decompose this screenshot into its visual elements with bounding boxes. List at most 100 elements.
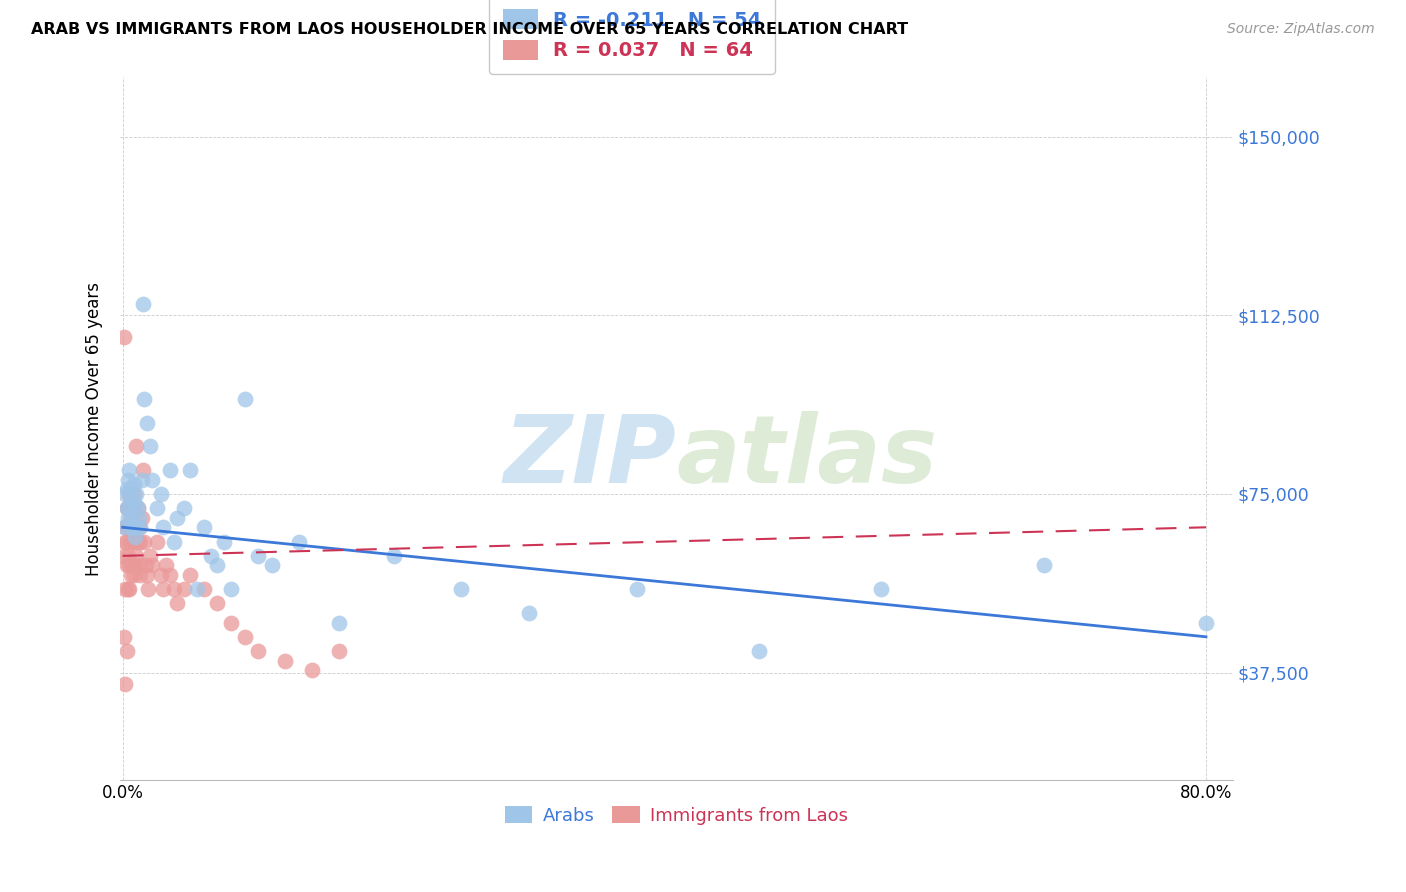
Point	[233, 392, 256, 406]
Point	[129, 568, 152, 582]
Point	[131, 510, 153, 524]
Point	[118, 501, 141, 516]
Point	[127, 534, 149, 549]
Point	[118, 520, 141, 534]
Point	[173, 501, 195, 516]
Point	[121, 491, 143, 506]
Point	[179, 568, 201, 582]
Point	[145, 501, 167, 516]
Point	[114, 487, 136, 501]
Point	[120, 568, 142, 582]
Point	[134, 392, 156, 406]
Point	[149, 487, 172, 501]
Point	[163, 534, 186, 549]
Point	[121, 501, 143, 516]
Point	[247, 549, 270, 563]
Point	[274, 654, 297, 668]
Point	[219, 582, 242, 597]
Point	[120, 534, 142, 549]
Point	[328, 644, 350, 658]
Point	[128, 520, 150, 534]
Point	[139, 549, 162, 563]
Point	[136, 568, 159, 582]
Point	[122, 520, 145, 534]
Point	[115, 558, 138, 573]
Point	[114, 534, 136, 549]
Point	[134, 534, 156, 549]
Point	[120, 510, 142, 524]
Point	[131, 473, 153, 487]
Point	[173, 582, 195, 597]
Point	[145, 534, 167, 549]
Text: Source: ZipAtlas.com: Source: ZipAtlas.com	[1227, 22, 1375, 37]
Point	[163, 582, 186, 597]
Point	[117, 582, 139, 597]
Point	[179, 463, 201, 477]
Point	[212, 534, 235, 549]
Point	[112, 630, 135, 644]
Point	[125, 520, 148, 534]
Point	[128, 510, 150, 524]
Point	[125, 487, 148, 501]
Point	[132, 463, 155, 477]
Point	[382, 549, 405, 563]
Point	[127, 501, 149, 516]
Point	[115, 534, 138, 549]
Point	[127, 501, 149, 516]
Point	[193, 520, 215, 534]
Point	[118, 582, 141, 597]
Point	[200, 549, 222, 563]
Point	[136, 416, 159, 430]
Point	[247, 644, 270, 658]
Point	[450, 582, 472, 597]
Point	[117, 473, 139, 487]
Point	[233, 630, 256, 644]
Point	[124, 558, 146, 573]
Point	[122, 477, 145, 491]
Point	[117, 520, 139, 534]
Point	[128, 558, 150, 573]
Point	[115, 644, 138, 658]
Point	[219, 615, 242, 630]
Point	[301, 663, 323, 677]
Point	[125, 520, 148, 534]
Point	[124, 520, 146, 534]
Point	[114, 677, 136, 691]
Point	[186, 582, 208, 597]
Point	[517, 606, 540, 620]
Text: atlas: atlas	[676, 410, 938, 502]
Point	[120, 520, 142, 534]
Point	[135, 558, 157, 573]
Text: ARAB VS IMMIGRANTS FROM LAOS HOUSEHOLDER INCOME OVER 65 YEARS CORRELATION CHART: ARAB VS IMMIGRANTS FROM LAOS HOUSEHOLDER…	[31, 22, 908, 37]
Point	[121, 558, 143, 573]
Point	[122, 487, 145, 501]
Point	[129, 534, 152, 549]
Point	[129, 520, 152, 534]
Point	[155, 558, 177, 573]
Point	[115, 482, 138, 496]
Point	[117, 510, 139, 524]
Point	[114, 520, 136, 534]
Point	[328, 615, 350, 630]
Point	[124, 496, 146, 510]
Point	[1032, 558, 1054, 573]
Point	[748, 644, 770, 658]
Point	[117, 549, 139, 563]
Point	[149, 568, 172, 582]
Point	[125, 439, 148, 453]
Point	[122, 568, 145, 582]
Point	[139, 439, 162, 453]
Point	[159, 568, 181, 582]
Point	[166, 597, 188, 611]
Point	[121, 520, 143, 534]
Point	[260, 558, 283, 573]
Point	[121, 510, 143, 524]
Text: ZIP: ZIP	[503, 410, 676, 502]
Point	[287, 534, 309, 549]
Point	[114, 582, 136, 597]
Point	[124, 530, 146, 544]
Point	[118, 463, 141, 477]
Point	[166, 510, 188, 524]
Point	[1195, 615, 1218, 630]
Point	[207, 558, 229, 573]
